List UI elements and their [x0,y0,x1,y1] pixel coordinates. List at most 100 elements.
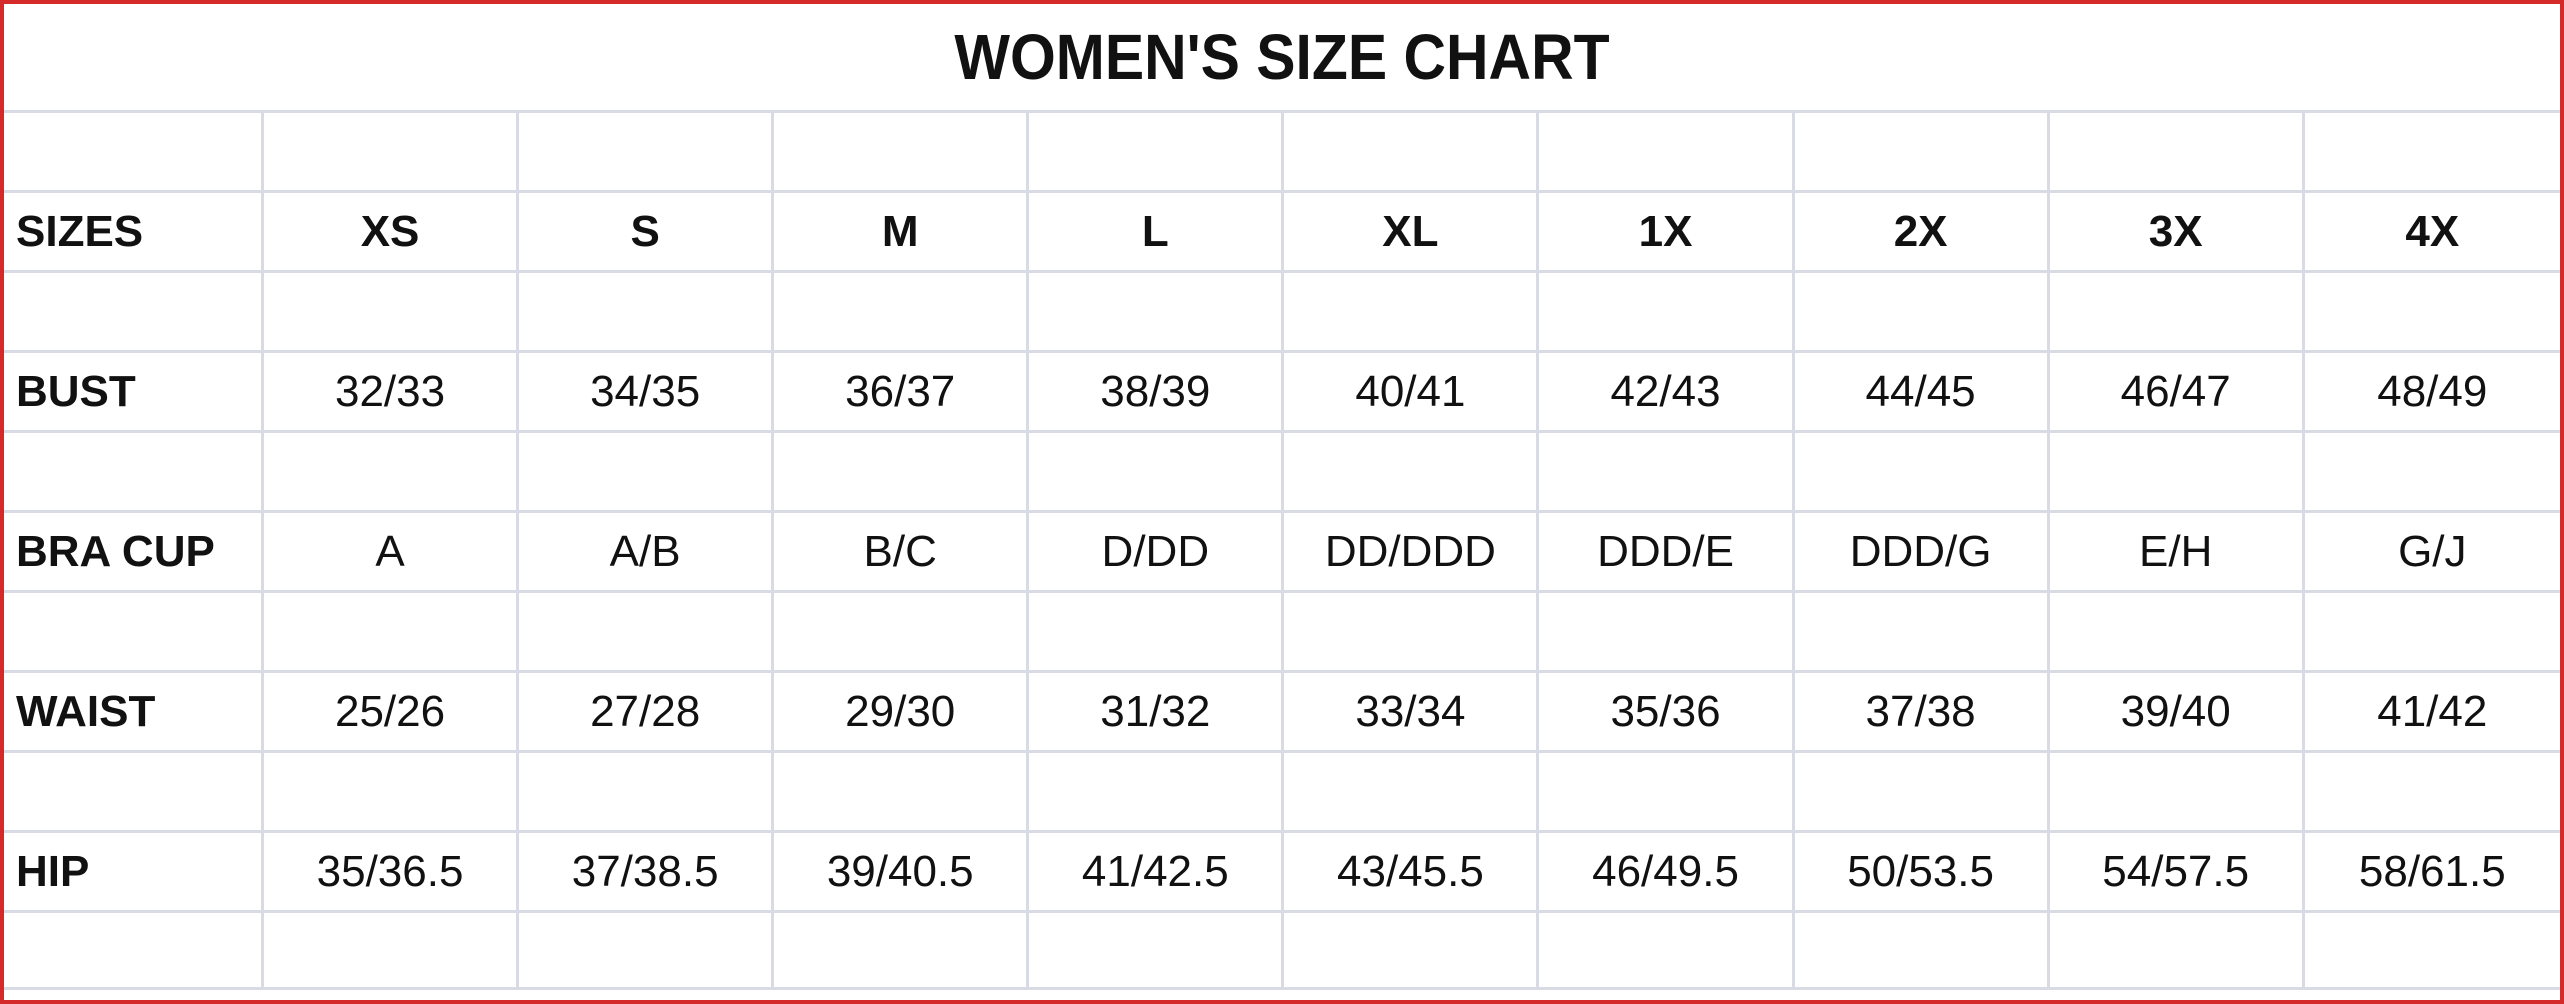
empty-cell [774,433,1030,510]
empty-cell [774,113,1030,190]
empty-cell [4,273,264,350]
empty-cell [1539,273,1795,350]
empty-cell [1795,113,2050,190]
row-label: BUST [4,353,264,430]
empty-cell [1539,433,1795,510]
table-cell: 37/38 [1795,673,2050,750]
table-cell: DDD/G [1795,513,2050,590]
table-cell: 34/35 [519,353,775,430]
empty-cell [2305,913,2560,987]
table-cell: 43/45.5 [1284,833,1540,910]
empty-cell [2050,113,2305,190]
size-header-cell: XL [1284,193,1540,270]
empty-cell [1539,593,1795,670]
table-cell: 31/32 [1029,673,1285,750]
empty-cell [519,273,775,350]
empty-cell [2050,273,2305,350]
empty-cell [264,113,520,190]
table-cell: 41/42 [2377,686,2488,736]
table-cell: 40/41 [1284,353,1540,430]
table-cell: 35/36.5 [264,833,520,910]
table-cell: 38/39 [1029,353,1285,430]
spacer-row [4,750,2560,830]
spacer-row [4,430,2560,510]
empty-cell [519,913,775,987]
empty-cell [4,593,264,670]
table-cell: 42/43 [1539,353,1795,430]
empty-cell [2305,273,2560,350]
table-row-hip: HIP 35/36.5 37/38.5 39/40.5 41/42.5 43/45.5 46… [4,830,2560,910]
table-cell: 46/49.5 [1539,833,1795,910]
size-header-cell: M [774,193,1030,270]
size-header-cell: S [519,193,775,270]
empty-cell [519,113,775,190]
empty-cell [519,593,775,670]
empty-cell [1795,753,2050,830]
table-cell: 44/45 [1795,353,2050,430]
empty-cell [774,913,1030,987]
empty-cell [264,433,520,510]
empty-cell [2305,433,2560,510]
empty-cell [519,433,775,510]
table-cell: 33/34 [1284,673,1540,750]
empty-cell [2305,593,2560,670]
table-cell: 50/53.5 [1795,833,2050,910]
table-cell: B/C [774,513,1030,590]
table-cell: D/DD [1029,513,1285,590]
size-header-cell: 1X [1539,193,1795,270]
empty-cell [1539,113,1795,190]
row-label: WAIST [4,673,264,750]
size-table: SIZES XS S M L XL 1X 2X 3X 4X BUST 32/33 34/35 36/37 3… [4,110,2560,990]
empty-cell [774,273,1030,350]
empty-cell [1029,273,1285,350]
table-cell: 39/40.5 [774,833,1030,910]
table-cell: DDD/E [1539,513,1795,590]
empty-cell [2050,593,2305,670]
empty-cell [264,593,520,670]
empty-cell [1284,913,1540,987]
row-label: SIZES [4,193,264,270]
empty-cell [1284,273,1540,350]
empty-cell [4,113,264,190]
size-header-cell: 2X [1795,193,2050,270]
table-cell: 46/47 [2050,353,2305,430]
size-header-cell: L [1029,193,1285,270]
empty-cell [1539,753,1795,830]
table-cell: 48/49 [2377,366,2488,416]
empty-cell [2050,433,2305,510]
row-label: BRA CUP [4,513,264,590]
empty-cell [4,433,264,510]
row-label: HIP [4,833,264,910]
table-cell: G/J [2398,526,2467,576]
size-header-cell: 4X [2405,206,2460,256]
table-row-bust: BUST 32/33 34/35 36/37 38/39 40/41 42/43 44/45 4… [4,350,2560,430]
empty-cell [264,273,520,350]
empty-cell [264,753,520,830]
size-header-cell: XS [264,193,520,270]
empty-cell [1029,913,1285,987]
empty-cell [264,913,520,987]
empty-cell [1284,753,1540,830]
empty-cell [1795,913,2050,987]
header-row: SIZES XS S M L XL 1X 2X 3X 4X [4,190,2560,270]
table-cell: 37/38.5 [519,833,775,910]
table-cell: DD/DDD [1284,513,1540,590]
empty-cell [1029,753,1285,830]
spacer-row [4,270,2560,350]
table-cell: 35/36 [1539,673,1795,750]
table-cell: 25/26 [264,673,520,750]
empty-cell [1795,273,2050,350]
empty-cell [1284,113,1540,190]
empty-cell [519,753,775,830]
table-cell: 39/40 [2050,673,2305,750]
table-cell: 58/61.5 [2358,846,2506,896]
table-cell: E/H [2050,513,2305,590]
table-cell: 29/30 [774,673,1030,750]
table-cell: 54/57.5 [2050,833,2305,910]
empty-cell [774,753,1030,830]
empty-cell [1284,433,1540,510]
spacer-row [4,910,2560,990]
empty-cell [1029,433,1285,510]
empty-cell [774,593,1030,670]
